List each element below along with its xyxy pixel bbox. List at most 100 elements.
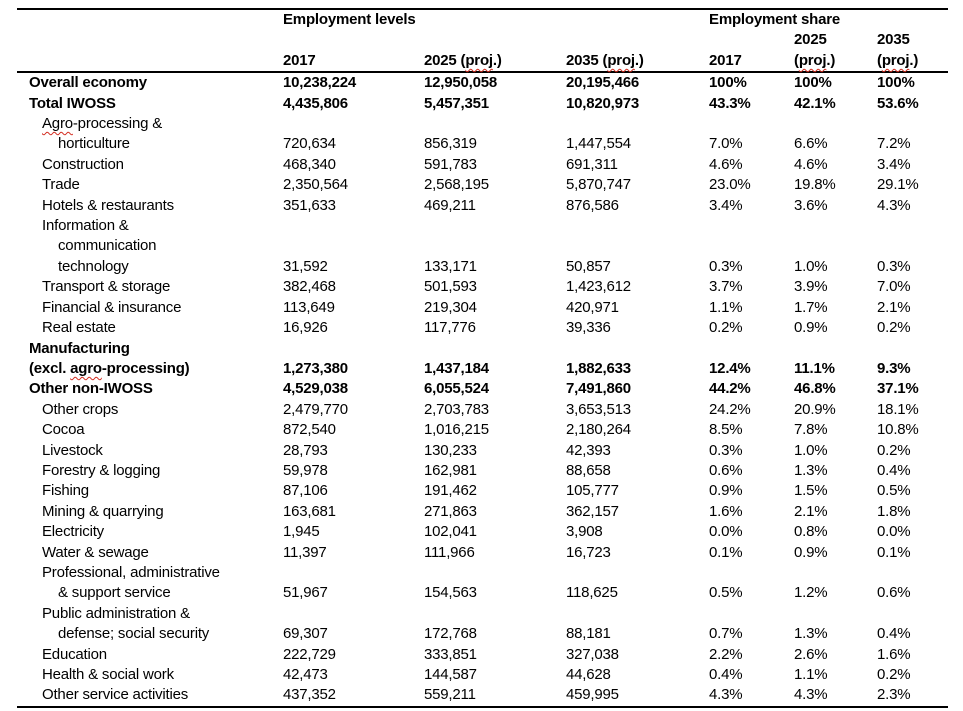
row-label-cell: Agro-processing & horticulture (17, 114, 283, 155)
text-segment: Financial & insurance (42, 298, 182, 316)
row-label-cell: Professional, administrative & support se… (17, 563, 283, 604)
text-segment: Education (42, 645, 107, 663)
row-label-line: (excl. agro-processing) (17, 359, 283, 379)
text-segment: Mining & quarrying (42, 502, 164, 520)
value-cell: 468,340 (283, 155, 336, 173)
text-segment: .) (492, 51, 502, 69)
column-header: 2017 (283, 30, 424, 72)
column-header: 2035 (proj.) (877, 30, 948, 72)
row-label-cell: Cocoa (17, 420, 283, 440)
row-label-cell: Water & sewage (17, 543, 283, 563)
value-cell: 0.9% (709, 482, 743, 500)
value-cell: 0.7% (709, 625, 743, 643)
value-cell: 4.6% (794, 155, 828, 173)
row-label-cell: Trade (17, 175, 283, 195)
value-cell: 2,350,564 (283, 176, 348, 194)
value-cell: 10,238,224 (283, 74, 357, 92)
row-label-cell: Information & communication technology (17, 216, 283, 277)
value-cell: 10.8% (877, 421, 919, 439)
value-cell: 4.3% (794, 686, 828, 704)
value-cell: 1.1% (709, 298, 743, 316)
column-header-line: 2017 (709, 51, 794, 71)
value-cell: 469,211 (424, 196, 476, 214)
text-segment: Cocoa (42, 421, 85, 439)
value-cell: 0.3% (709, 441, 743, 459)
value-cell: 0.3% (877, 257, 911, 275)
spellcheck-squiggle-text: proj (881, 51, 910, 69)
table-row: Overall economy 10,238,224 12,950,058 20,19… (17, 72, 948, 93)
row-label-line: Other crops (17, 400, 283, 420)
table-row: Electricity 1,945 102,041 3,908 0.0% 0.8% 0.0% (17, 522, 948, 542)
column-header: 2017 (709, 30, 794, 72)
value-cell: 42.1% (794, 94, 836, 112)
value-cell: 219,304 (424, 298, 477, 316)
spellcheck-squiggle-text: Agro (42, 115, 73, 133)
value-cell: 559,211 (424, 686, 476, 704)
value-cell: 42,393 (566, 441, 611, 459)
value-cell: 4.3% (709, 686, 743, 704)
value-cell: 7.0% (709, 135, 743, 153)
column-header: 2035 (proj.) (566, 30, 709, 72)
row-label-line: Forestry & logging (17, 461, 283, 481)
value-cell: 3,908 (566, 523, 603, 541)
value-cell: 37.1% (877, 380, 919, 398)
row-label-line: Transport & storage (17, 277, 283, 297)
header-empty-cell (17, 30, 283, 72)
value-cell: 1,882,633 (566, 359, 631, 377)
value-cell: 720,634 (283, 135, 336, 153)
table-row: Trade 2,350,564 2,568,195 5,870,747 23.0% 19.… (17, 175, 948, 195)
value-cell: 222,729 (283, 645, 336, 663)
table-row: Agro-processing & horticulture 720,634 856,… (17, 114, 948, 155)
row-label-line: Electricity (17, 522, 283, 542)
table-row: Mining & quarrying 163,681 271,863 362,157 1… (17, 502, 948, 522)
header-empty-cell (17, 9, 283, 30)
value-cell: 88,181 (566, 625, 611, 643)
spellcheck-squiggle-text: proj (607, 51, 635, 69)
value-cell: 3.4% (877, 155, 911, 173)
table-row: Manufacturing (excl. agro-processing) 1,27… (17, 339, 948, 380)
value-cell: 0.9% (794, 319, 828, 337)
row-label-cell: Other service activities (17, 685, 283, 706)
value-cell: 5,457,351 (424, 94, 489, 112)
table-row: Real estate 16,926 117,776 39,336 0.2% 0.9% 0.… (17, 318, 948, 338)
value-cell: 59,978 (283, 461, 328, 479)
row-label-line: Public administration & (17, 604, 283, 624)
value-cell: 0.4% (877, 461, 911, 479)
text-segment: 2017 (283, 51, 316, 69)
table-row: Cocoa 872,540 1,016,215 2,180,264 8.5% 7.8% 10… (17, 420, 948, 440)
value-cell: 191,462 (424, 482, 477, 500)
value-cell: 4,529,038 (283, 380, 348, 398)
value-cell: 0.1% (709, 543, 743, 561)
value-cell: 1.6% (709, 502, 743, 520)
value-cell: 7,491,860 (566, 380, 631, 398)
row-label-line: Mining & quarrying (17, 502, 283, 522)
text-segment: (excl. (29, 359, 71, 377)
row-label-cell: Financial & insurance (17, 298, 283, 318)
row-label-line: Hotels & restaurants (17, 196, 283, 216)
text-segment: communication (58, 237, 157, 255)
row-label-cell: Total IWOSS (17, 94, 283, 114)
value-cell: 1,016,215 (424, 421, 489, 439)
value-cell: 2,479,770 (283, 400, 348, 418)
row-label-line: defense; social security (17, 624, 283, 644)
value-cell: 0.0% (877, 523, 911, 541)
text-segment: technology (58, 257, 129, 275)
value-cell: 46.8% (794, 380, 836, 398)
value-cell: 1.3% (794, 625, 828, 643)
row-label-cell: Fishing (17, 481, 283, 501)
table-row: Total IWOSS 4,435,806 5,457,351 10,820,973 4… (17, 94, 948, 114)
value-cell: 2.6% (794, 645, 828, 663)
spellcheck-squiggle-text: agro (70, 359, 102, 377)
table-row: Public administration & defense; social s… (17, 604, 948, 645)
value-cell: 102,041 (424, 523, 477, 541)
value-cell: 0.1% (877, 543, 911, 561)
table-header: Employment levels Employment share 2017 202… (17, 9, 949, 73)
value-cell: 591,783 (424, 155, 477, 173)
value-cell: 0.3% (709, 257, 743, 275)
table-row: Hotels & restaurants 351,633 469,211 876,58… (17, 196, 948, 216)
text-segment: Overall economy (29, 74, 147, 92)
row-label-cell: Electricity (17, 522, 283, 542)
value-cell: 118,625 (566, 584, 618, 602)
value-cell: 2.3% (877, 686, 911, 704)
value-cell: 6,055,524 (424, 380, 489, 398)
